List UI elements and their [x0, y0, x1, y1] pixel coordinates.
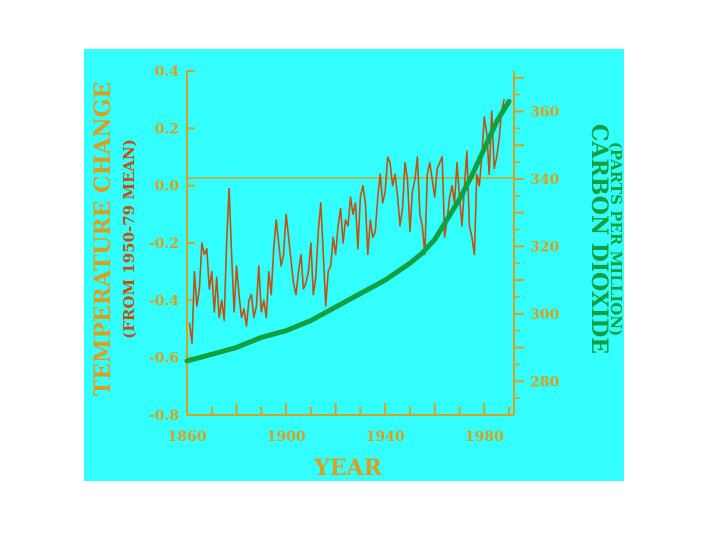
y2-tick-label: 280: [530, 374, 559, 390]
x-axis-title: YEAR: [313, 455, 383, 481]
x-tick-label: 1980: [465, 429, 504, 445]
y-axis-subtitle: (FROM 1950-79 MEAN): [120, 139, 138, 339]
temperature-series-line: [188, 98, 505, 345]
chart-svg: 0.4 0.2 0.0 -0.2 -0.4 -0.6 -0.8 360 340 320 300 280…: [90, 64, 624, 481]
y2-axis-subtitle: (PARTS PER MILLION): [607, 142, 624, 336]
y-axis-title: TEMPERATURE CHANGE: [90, 82, 116, 396]
y-tick-label: 0.0: [155, 179, 180, 195]
x-tick-label: 1860: [168, 429, 207, 445]
x-tick-label: 1940: [366, 429, 405, 445]
y-tick-label: 0.4: [155, 64, 180, 80]
y2-tick-label: 360: [530, 104, 559, 120]
y-tick-label: -0.6: [149, 351, 179, 367]
y2-tick-label: 320: [530, 239, 559, 255]
y-tick-label: -0.4: [149, 293, 179, 309]
y-tick-label: -0.8: [149, 408, 179, 424]
y-tick-label: -0.2: [149, 236, 179, 252]
x-tick-label: 1900: [267, 429, 306, 445]
y2-tick-label: 300: [530, 307, 559, 323]
co2-series-line: [184, 98, 512, 364]
chart-panel: 0.4 0.2 0.0 -0.2 -0.4 -0.6 -0.8 360 340 320 300 280…: [84, 49, 624, 481]
y2-axis-title: CARBON DIOXIDE: [586, 124, 612, 354]
y-tick-label: 0.2: [155, 121, 179, 137]
y2-tick-label: 340: [530, 172, 559, 188]
